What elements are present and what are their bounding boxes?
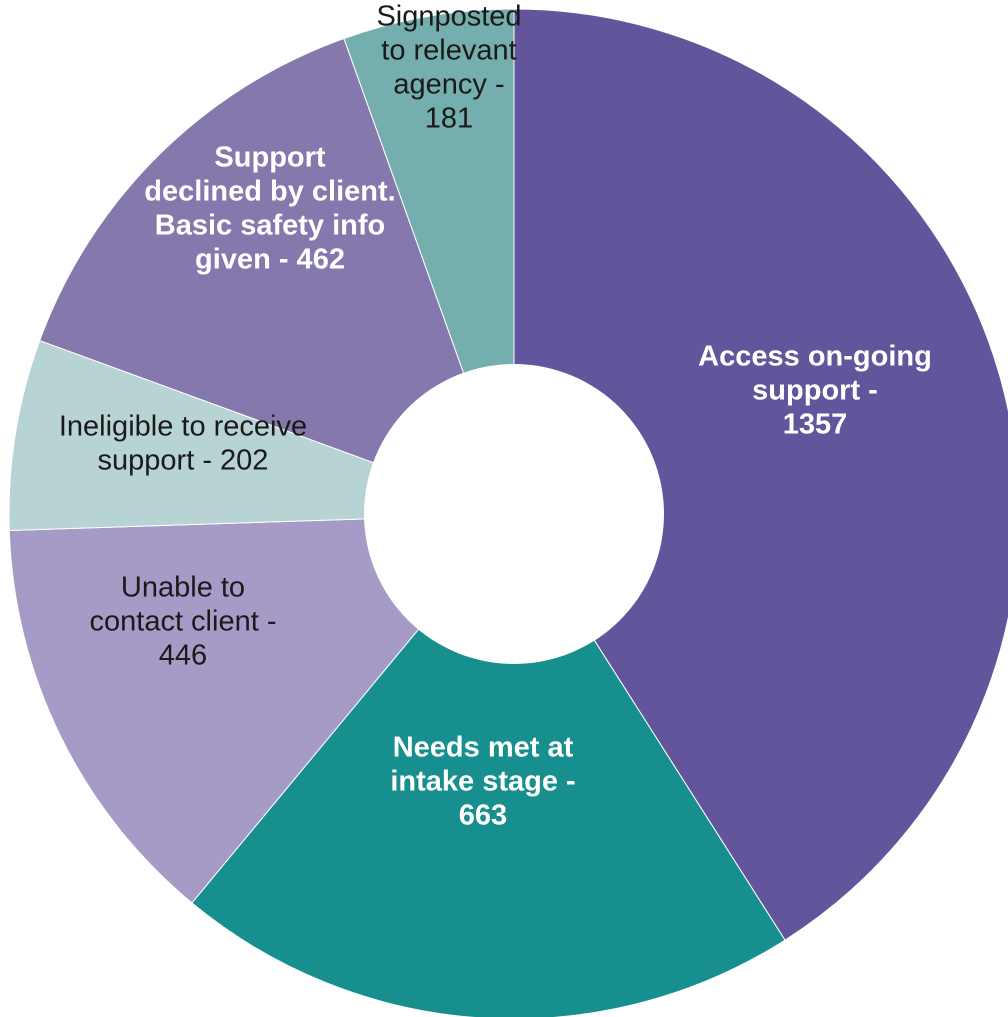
slice-label-2: Needs met at intake stage -663: [390, 732, 575, 832]
slice-label-3: Unable to contact client -446: [90, 572, 277, 672]
slice-label-1-line-1: Access on-going: [698, 341, 932, 373]
slice-label-4: Ineligible to receive support - 202: [59, 411, 307, 477]
slice-label-2-line-3: 663: [459, 800, 507, 832]
slice-label-3-line-2: contact client -: [90, 606, 277, 638]
slice-label-6-line-3: agency -: [393, 69, 504, 101]
slice-label-6-line-2: to relevant: [381, 35, 516, 67]
slice-label-5-line-4: given - 462: [195, 244, 345, 276]
slice-5: [39, 37, 515, 515]
slice-label-1: Access on-going support -1357: [698, 341, 932, 441]
slice-label-1-line-2: support -: [752, 375, 878, 407]
slice-label-6-line-1: Signposted: [376, 1, 521, 33]
slice-label-5-line-2: declined by client.: [144, 176, 395, 208]
slice-label-5-line-1: Support: [214, 142, 325, 174]
slice-3: [8, 513, 516, 904]
slice-2: [191, 513, 786, 1017]
slice-label-5: Support declined by client. Basic safety i…: [144, 142, 395, 276]
slice-label-6: Signposted to relevant agency -181: [376, 1, 521, 135]
slice-label-6-line-4: 181: [425, 103, 473, 135]
slice-label-4-line-1: Ineligible to receive: [59, 411, 307, 443]
slice-label-1-line-3: 1357: [783, 409, 848, 441]
slice-label-3-line-3: 446: [159, 640, 207, 672]
slice-label-3-line-1: Unable to: [121, 572, 245, 604]
slice-label-2-line-1: Needs met at: [393, 732, 574, 764]
donut-hole: [364, 364, 664, 664]
slice-label-5-line-3: Basic safety info: [155, 210, 385, 242]
slice-label-4-line-2: support - 202: [98, 445, 269, 477]
slice-label-2-line-2: intake stage -: [390, 766, 575, 798]
